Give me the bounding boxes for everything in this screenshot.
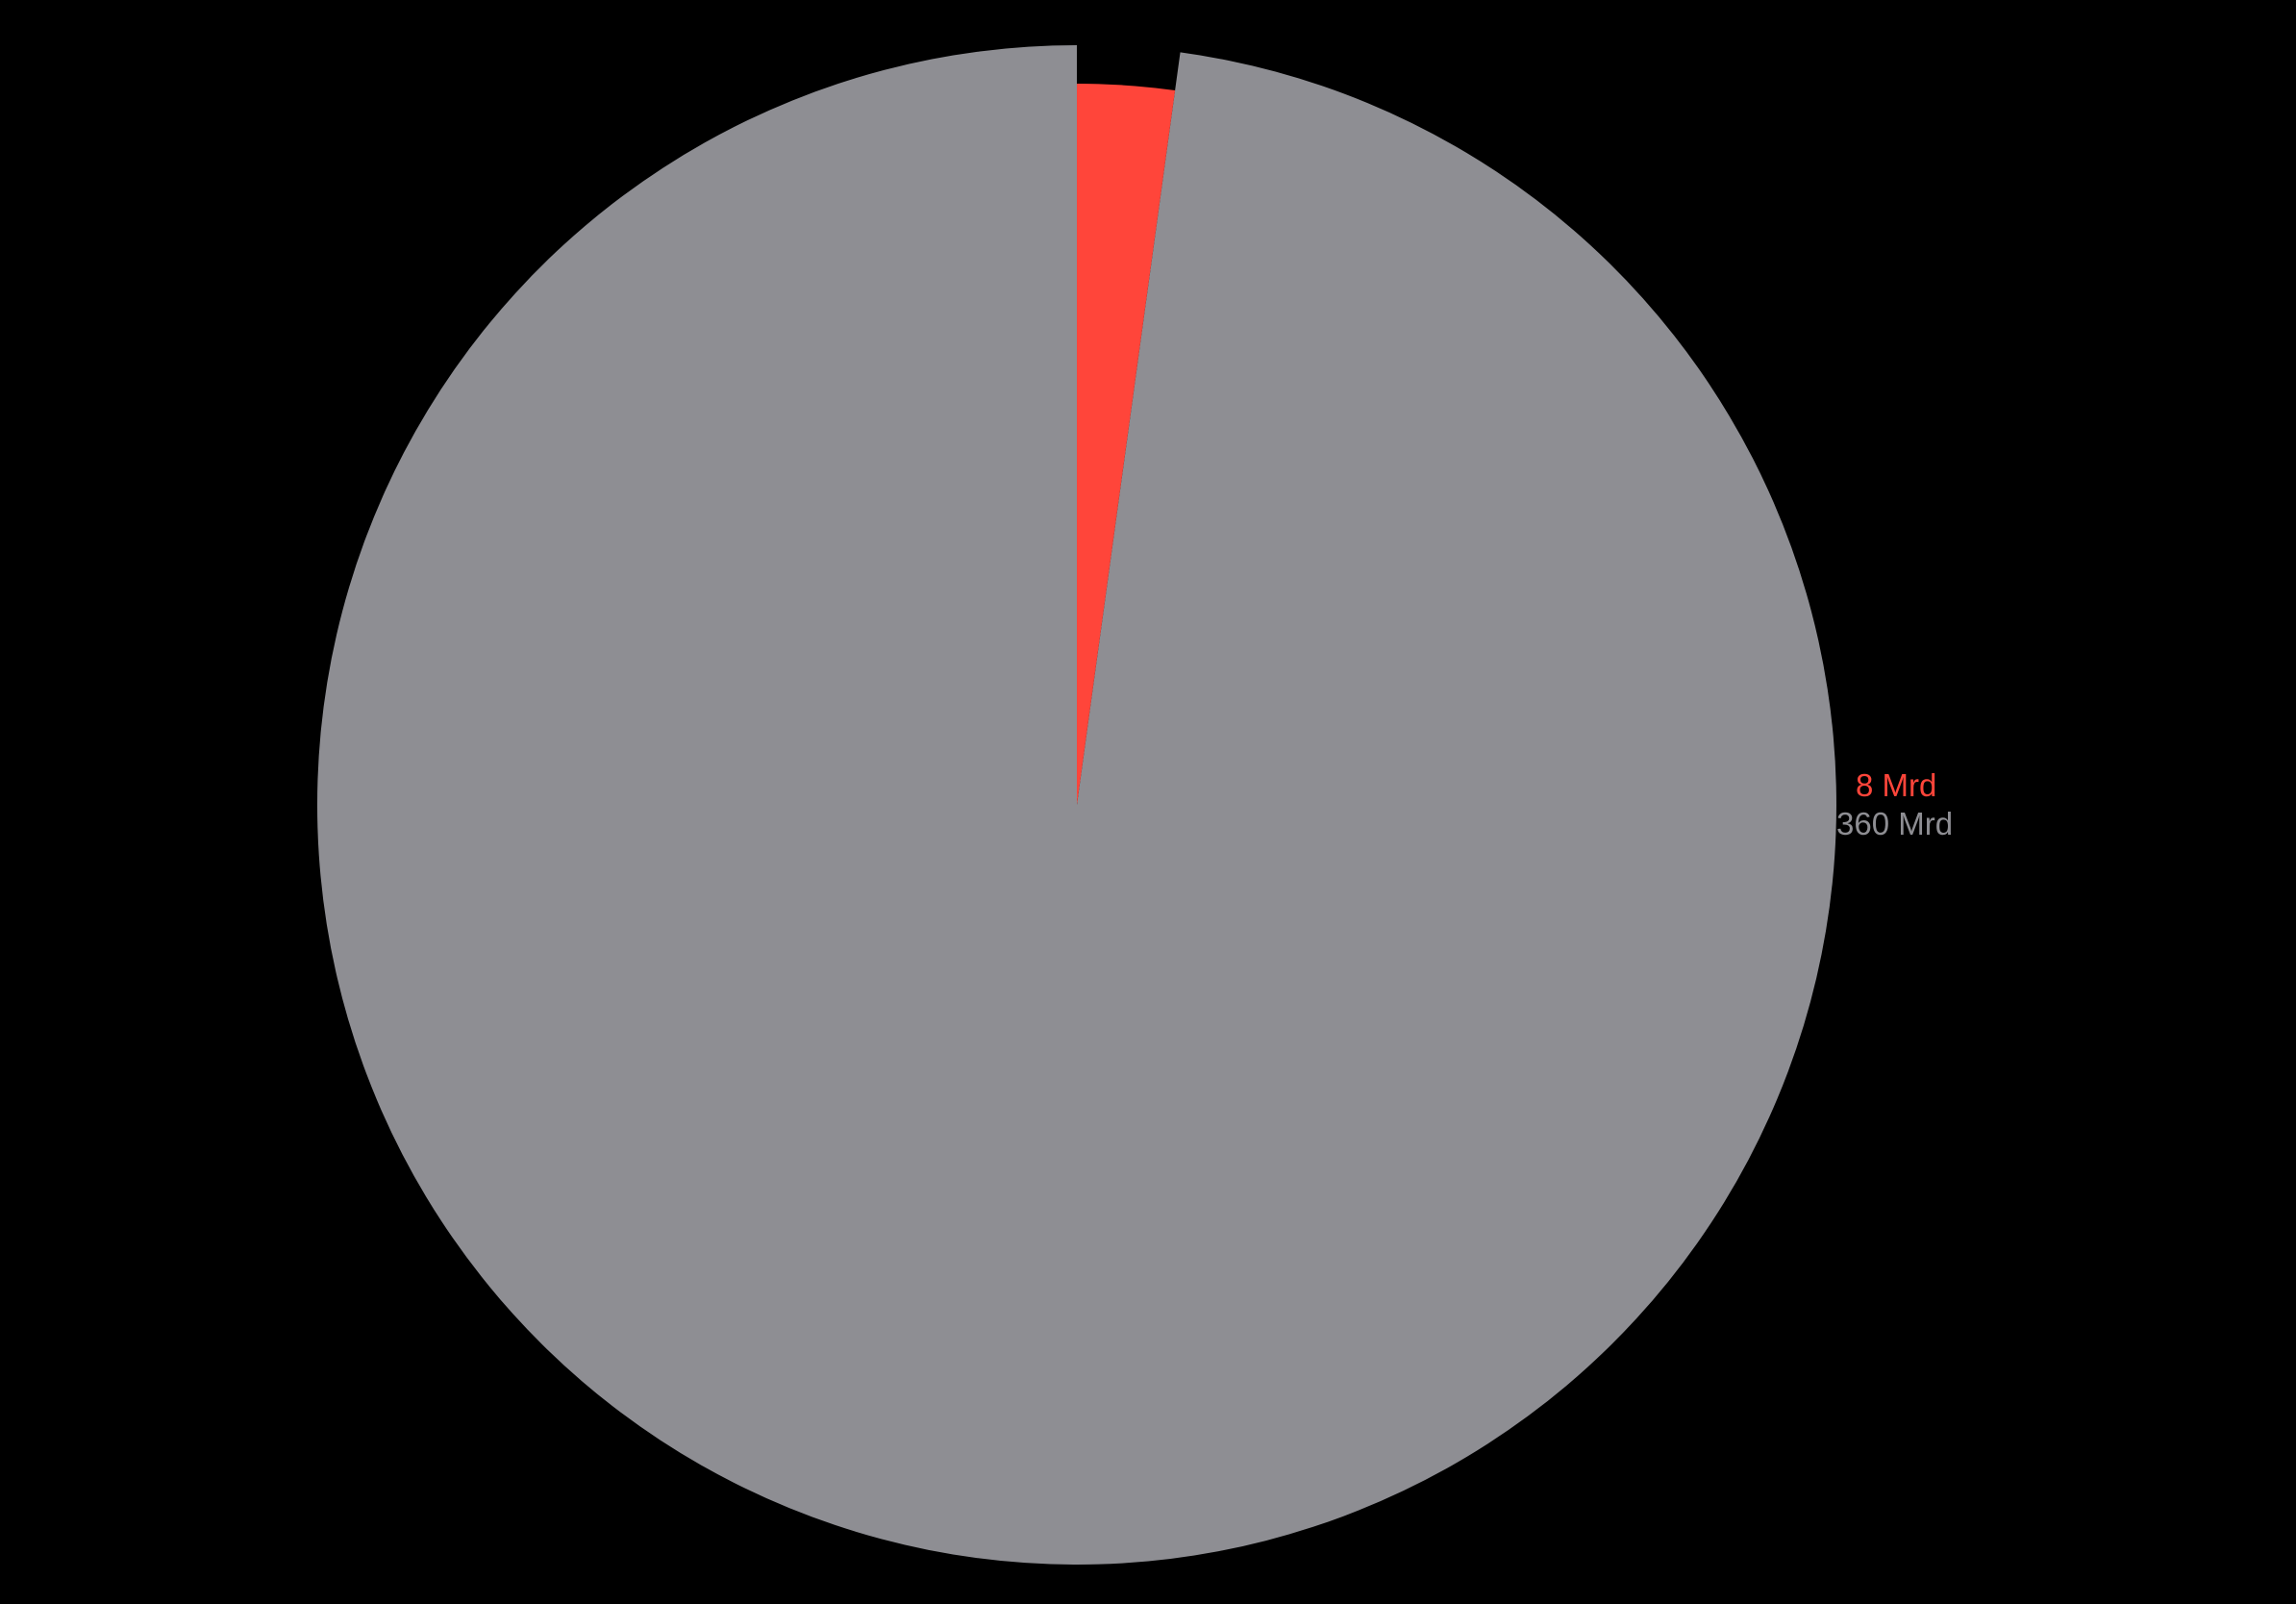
pie-label-small-slice: 8 Mrd — [1856, 767, 1937, 803]
pie-slice-small — [1077, 84, 1176, 805]
pie-slices — [316, 44, 1836, 1566]
pie-slice-large — [316, 44, 1836, 1566]
pie-label-large-slice: 360 Mrd — [1836, 806, 1954, 841]
